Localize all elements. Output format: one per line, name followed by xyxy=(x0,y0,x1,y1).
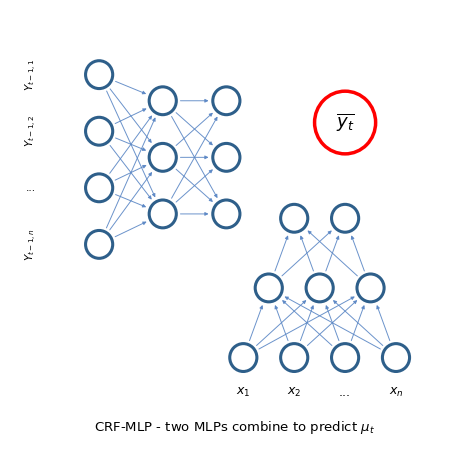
Text: ...: ... xyxy=(26,183,36,193)
Circle shape xyxy=(86,61,112,88)
Circle shape xyxy=(86,174,112,202)
Circle shape xyxy=(356,274,383,302)
Circle shape xyxy=(86,117,112,145)
Circle shape xyxy=(331,344,358,372)
Text: CRF-MLP - two MLPs combine to predict $\mu_t$: CRF-MLP - two MLPs combine to predict $\… xyxy=(94,419,374,436)
Circle shape xyxy=(212,200,239,228)
Text: $Y_{t-1,n}$: $Y_{t-1,n}$ xyxy=(24,228,39,261)
Circle shape xyxy=(255,274,282,302)
Circle shape xyxy=(86,230,112,258)
Circle shape xyxy=(149,87,176,115)
Text: $Y_{t-1,1}$: $Y_{t-1,1}$ xyxy=(24,58,39,91)
Circle shape xyxy=(382,344,409,372)
Text: $x_n$: $x_n$ xyxy=(388,386,402,399)
Text: $\overline{y_t}$: $\overline{y_t}$ xyxy=(335,112,354,133)
Circle shape xyxy=(229,344,256,372)
Circle shape xyxy=(149,143,176,171)
Text: ...: ... xyxy=(339,386,350,399)
Circle shape xyxy=(305,274,333,302)
Text: $x_2$: $x_2$ xyxy=(286,386,301,399)
Circle shape xyxy=(280,344,307,372)
Text: $Y_{t-1,2}$: $Y_{t-1,2}$ xyxy=(24,115,39,147)
Circle shape xyxy=(331,205,358,232)
Circle shape xyxy=(212,87,239,115)
Circle shape xyxy=(212,143,239,171)
Circle shape xyxy=(280,205,307,232)
Text: $x_1$: $x_1$ xyxy=(236,386,250,399)
Circle shape xyxy=(149,200,176,228)
